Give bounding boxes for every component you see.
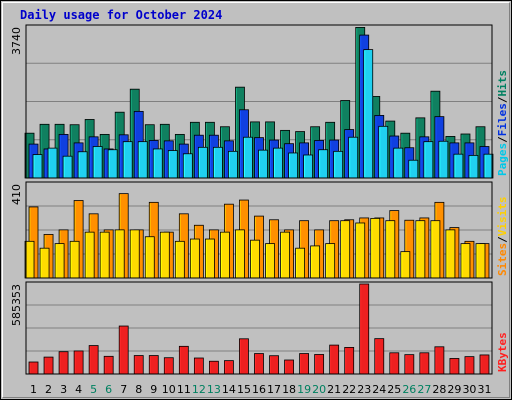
x-tick-label-day-1: 1 [30, 383, 37, 396]
x-tick-label-day-6: 6 [105, 383, 112, 396]
x-tick-label-day-18: 18 [282, 383, 296, 396]
y-max-label-visits: 410 [10, 184, 23, 205]
y-max-label-hits: 3740 [10, 27, 23, 55]
x-tick-label-day-28: 28 [432, 383, 446, 396]
x-tick-label-day-15: 15 [237, 383, 251, 396]
legend-entry-visits-2: Visits [496, 197, 509, 237]
x-tick-label-day-5: 5 [90, 383, 97, 396]
chart-title: Daily usage for October 2024 [20, 8, 223, 22]
legend-entry-hits-1: / [496, 136, 509, 143]
x-tick-label-day-31: 31 [477, 383, 491, 396]
x-tick-label-day-9: 9 [150, 383, 157, 396]
x-tick-label-day-14: 14 [222, 383, 236, 396]
legend-hits: Pages/Files/Hits [496, 70, 509, 176]
y-max-label-kbytes: 585353 [10, 284, 23, 326]
x-tick-label-day-21: 21 [327, 383, 341, 396]
x-tick-label-day-7: 7 [120, 383, 127, 396]
x-tick-label-day-11: 11 [177, 383, 191, 396]
legend-entry-hits-0: Pages [496, 143, 509, 176]
legend-visits: Sites/Visits [496, 197, 509, 277]
x-tick-label-day-26: 26 [402, 383, 416, 396]
legend-entry-hits-3: / [496, 96, 509, 103]
legend-entry-hits-2: Files [496, 103, 509, 136]
x-tick-label-day-27: 27 [417, 383, 431, 396]
x-tick-label-day-13: 13 [207, 383, 221, 396]
x-tick-label-day-24: 24 [372, 383, 386, 396]
x-tick-label-day-4: 4 [75, 383, 82, 396]
x-tick-label-day-12: 12 [192, 383, 206, 396]
legend-entry-visits-0: Sites [496, 243, 509, 276]
panel-border-visits [25, 181, 493, 279]
x-tick-label-day-2: 2 [45, 383, 52, 396]
x-tick-label-day-30: 30 [462, 383, 476, 396]
legend-entry-kbytes-0: KBytes [496, 332, 509, 372]
legend-entry-hits-4: Hits [496, 70, 509, 97]
x-tick-label-day-22: 22 [342, 383, 356, 396]
x-tick-label-day-8: 8 [135, 383, 142, 396]
x-tick-label-day-23: 23 [357, 383, 371, 396]
legend-entry-visits-1: / [496, 236, 509, 243]
legend-kbytes: KBytes [496, 332, 509, 372]
x-tick-label-day-20: 20 [312, 383, 326, 396]
x-tick-label-day-29: 29 [447, 383, 461, 396]
panel-border-kbytes [25, 281, 493, 375]
x-tick-label-day-25: 25 [387, 383, 401, 396]
panel-border-hits [25, 24, 493, 179]
x-tick-label-day-10: 10 [162, 383, 176, 396]
x-tick-label-day-17: 17 [267, 383, 281, 396]
x-tick-label-day-3: 3 [60, 383, 67, 396]
x-tick-label-day-16: 16 [252, 383, 266, 396]
x-tick-label-day-19: 19 [297, 383, 311, 396]
